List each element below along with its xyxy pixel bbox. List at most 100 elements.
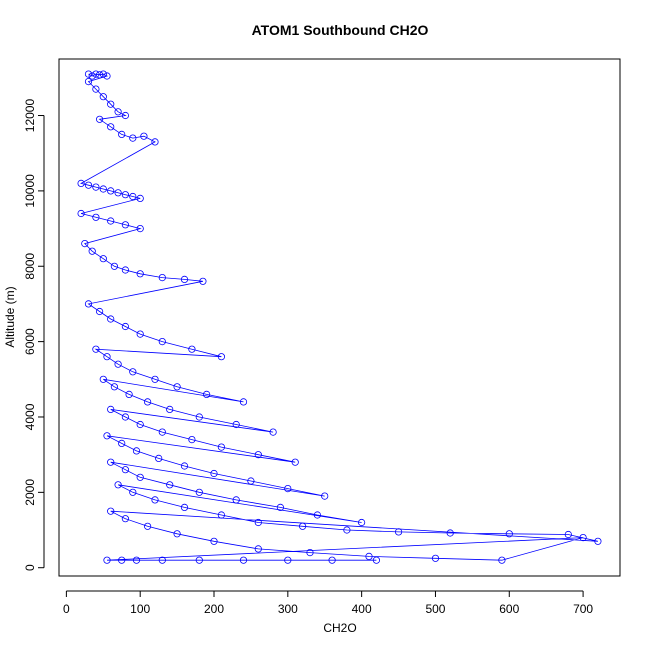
data-point bbox=[446, 529, 454, 537]
data-point bbox=[321, 492, 329, 500]
series-points bbox=[77, 70, 602, 564]
data-point bbox=[564, 530, 572, 539]
data-point bbox=[166, 405, 174, 413]
data-point bbox=[328, 556, 336, 564]
y-tick-label: 4000 bbox=[23, 403, 37, 430]
data-point bbox=[103, 556, 111, 564]
data-point bbox=[125, 390, 133, 398]
data-point bbox=[107, 458, 115, 466]
data-point bbox=[107, 123, 115, 131]
data-point bbox=[579, 533, 587, 542]
data-point bbox=[247, 477, 255, 485]
data-point bbox=[343, 526, 351, 534]
data-point bbox=[114, 108, 122, 116]
data-point bbox=[118, 130, 126, 138]
data-point bbox=[199, 277, 207, 285]
data-point bbox=[118, 556, 126, 564]
data-point bbox=[239, 556, 248, 564]
plot-frame bbox=[58, 58, 621, 577]
data-point bbox=[110, 383, 119, 391]
data-point bbox=[121, 191, 130, 199]
data-point bbox=[107, 315, 115, 323]
data-point bbox=[140, 132, 148, 140]
series-line bbox=[80, 73, 598, 561]
y-axis: 0 2000 4000 6000 8000 10000 12000 bbox=[23, 99, 45, 571]
data-point bbox=[129, 488, 137, 496]
data-point bbox=[144, 398, 152, 406]
x-axis: 0 100 200 300 400 500 600 700 bbox=[63, 590, 593, 616]
data-point bbox=[431, 554, 440, 562]
data-point bbox=[88, 247, 96, 255]
data-point bbox=[114, 481, 122, 489]
data-point bbox=[99, 185, 107, 193]
data-point bbox=[284, 556, 292, 564]
data-point bbox=[195, 488, 203, 496]
data-point bbox=[110, 262, 119, 270]
data-point bbox=[107, 187, 115, 195]
data-point bbox=[129, 368, 137, 376]
data-point bbox=[99, 375, 107, 383]
data-point bbox=[88, 72, 96, 80]
data-point bbox=[217, 443, 225, 451]
x-tick-label: 400 bbox=[352, 602, 372, 616]
data-point bbox=[195, 413, 203, 421]
data-point bbox=[114, 360, 122, 368]
x-tick-label: 500 bbox=[425, 602, 445, 616]
x-tick-label: 100 bbox=[130, 602, 150, 616]
data-point bbox=[498, 556, 506, 564]
data-point bbox=[92, 85, 100, 93]
data-point bbox=[99, 70, 107, 78]
data-point bbox=[103, 432, 111, 440]
x-tick-label: 0 bbox=[63, 602, 70, 616]
data-point bbox=[84, 300, 93, 308]
data-point bbox=[284, 484, 292, 493]
data-point bbox=[92, 70, 100, 78]
y-tick-label: 6000 bbox=[23, 328, 37, 355]
data-point bbox=[121, 266, 130, 274]
data-point bbox=[99, 255, 107, 263]
data-point bbox=[103, 353, 111, 361]
data-point bbox=[254, 451, 262, 459]
data-point bbox=[151, 375, 159, 383]
data-point bbox=[92, 213, 100, 221]
data-point bbox=[254, 545, 262, 553]
data-point bbox=[158, 337, 166, 346]
y-tick-label: 0 bbox=[23, 564, 37, 571]
data-point bbox=[188, 345, 196, 353]
data-point bbox=[121, 221, 130, 229]
data-point bbox=[357, 518, 366, 527]
data-point bbox=[129, 134, 137, 142]
data-point bbox=[232, 420, 240, 429]
y-tick-label: 10000 bbox=[23, 174, 37, 208]
data-point bbox=[121, 413, 130, 421]
data-point bbox=[298, 522, 307, 530]
data-point bbox=[132, 447, 141, 455]
data-point bbox=[158, 273, 166, 282]
data-point bbox=[84, 70, 93, 78]
y-tick-label: 2000 bbox=[23, 479, 37, 506]
data-point bbox=[144, 522, 152, 530]
y-axis-label: Altitude (m) bbox=[3, 286, 17, 347]
x-tick-label: 200 bbox=[204, 602, 224, 616]
data-point bbox=[103, 72, 111, 80]
data-point bbox=[121, 111, 130, 120]
data-point bbox=[232, 496, 240, 504]
data-point bbox=[372, 556, 380, 564]
data-point bbox=[84, 181, 93, 189]
data-point bbox=[158, 556, 166, 564]
data-point bbox=[269, 428, 277, 436]
x-axis-label: CH2O bbox=[323, 621, 356, 635]
data-point bbox=[166, 481, 174, 489]
data-point bbox=[96, 115, 104, 123]
data-point bbox=[92, 345, 100, 353]
data-point bbox=[394, 528, 403, 536]
data-point bbox=[107, 100, 115, 108]
data-point bbox=[217, 511, 225, 519]
data-point bbox=[114, 189, 122, 197]
data-point bbox=[173, 530, 181, 538]
x-tick-label: 600 bbox=[499, 602, 519, 616]
data-point bbox=[136, 270, 144, 278]
data-point bbox=[291, 458, 299, 466]
data-point bbox=[136, 225, 144, 233]
data-point bbox=[129, 192, 137, 201]
